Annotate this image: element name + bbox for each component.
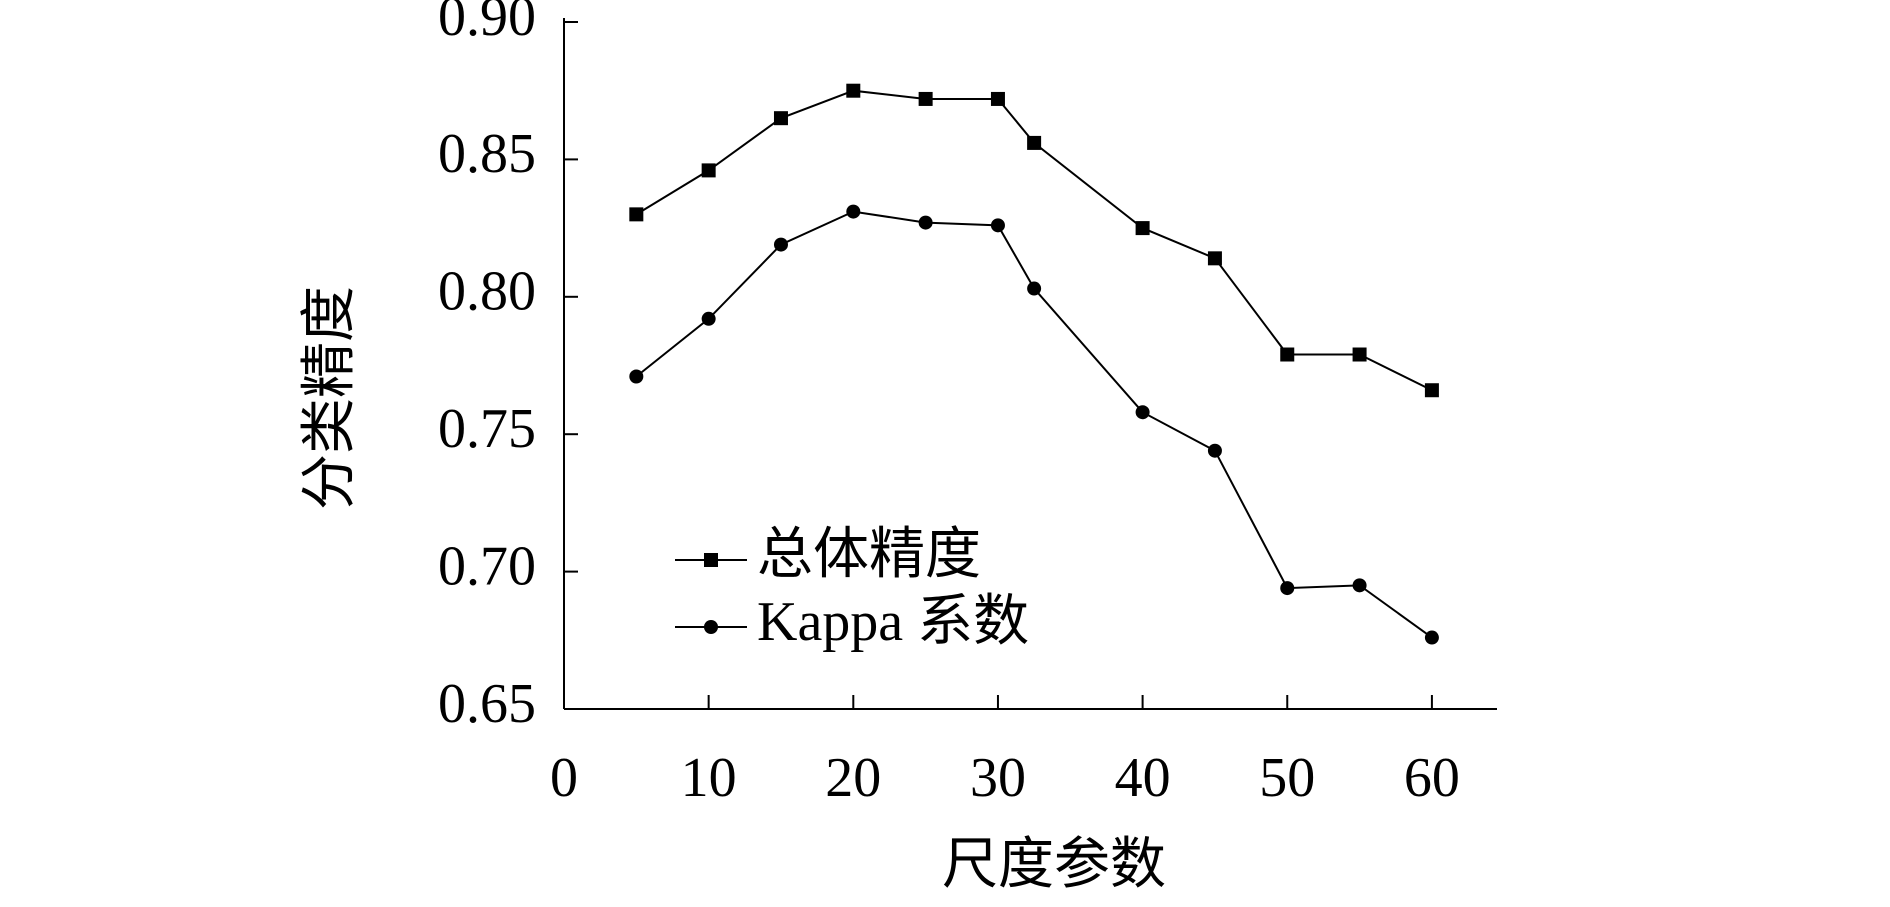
y-tick-label: 0.90 — [438, 0, 536, 48]
data-point — [701, 311, 716, 326]
data-point — [918, 91, 933, 106]
x-tick-label: 20 — [825, 747, 881, 809]
x-tick-label: 50 — [1259, 747, 1315, 809]
data-point — [1027, 135, 1042, 150]
x-axis-label: 尺度参数 — [942, 834, 1166, 896]
y-tick-label: 0.85 — [438, 123, 536, 185]
data-point — [1352, 578, 1367, 593]
legend-marker — [704, 620, 718, 634]
data-point — [1027, 281, 1042, 296]
y-tick-label: 0.65 — [438, 673, 536, 735]
data-point — [918, 215, 933, 230]
legend-label: 总体精度 — [757, 524, 981, 586]
data-point — [629, 369, 644, 384]
data-point — [1280, 581, 1295, 596]
legend-label: Kappa 系数 — [757, 591, 1029, 653]
data-point — [773, 111, 788, 126]
series-line — [635, 210, 1433, 639]
data-point — [1135, 405, 1150, 420]
y-tick-label: 0.70 — [438, 535, 536, 597]
x-tick-label: 0 — [550, 747, 578, 809]
data-point — [990, 91, 1005, 106]
series-line — [635, 89, 1433, 392]
x-tick-label: 30 — [970, 747, 1026, 809]
x-tick-label: 10 — [681, 747, 737, 809]
data-point — [1207, 443, 1222, 458]
data-point — [846, 83, 861, 98]
data-point — [1424, 383, 1439, 398]
data-point — [846, 204, 861, 219]
data-point — [1352, 347, 1367, 362]
data-point — [1207, 251, 1222, 266]
data-point — [1280, 347, 1295, 362]
data-point — [701, 163, 716, 178]
data-point — [1135, 221, 1150, 236]
legend-marker — [704, 553, 718, 567]
data-point — [1424, 630, 1439, 645]
y-tick-label: 0.80 — [438, 261, 536, 323]
data-point — [629, 207, 644, 222]
data-point — [990, 218, 1005, 233]
y-tick-label: 0.75 — [438, 398, 536, 460]
y-axis-label: 分类精度 — [299, 286, 361, 510]
x-tick-label: 40 — [1115, 747, 1171, 809]
data-point — [773, 237, 788, 252]
x-tick-label: 60 — [1404, 747, 1460, 809]
